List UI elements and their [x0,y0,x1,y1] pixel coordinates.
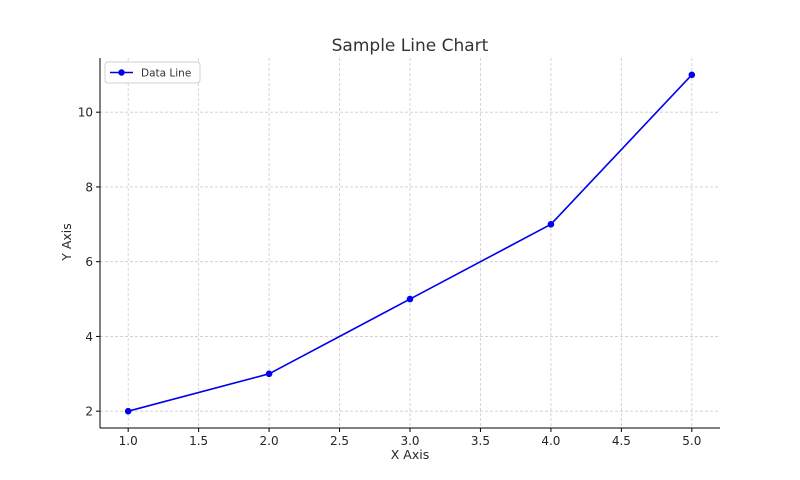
x-tick-label: 4.5 [612,434,631,448]
y-tick-label: 4 [85,330,93,344]
legend: Data Line [104,61,201,84]
y-tick-label: 8 [85,180,93,194]
y-axis-ticks: 2 4 6 8 10 [78,106,100,419]
legend-series-marker [118,69,125,76]
data-point [547,221,555,228]
x-tick-label: 1.5 [189,434,208,448]
grid-lines [100,58,720,428]
x-tick-label: 3.5 [471,434,490,448]
y-axis-title: Y Axis [59,223,74,262]
x-axis-ticks: 1.0 1.5 2.0 2.5 3.0 3.5 4.0 4.5 5.0 [119,428,701,448]
x-axis-title: X Axis [391,447,429,462]
chart-title: Sample Line Chart [332,36,489,56]
x-tick-label: 1.0 [119,434,138,448]
data-point [124,407,132,415]
x-tick-label: 3.0 [400,434,419,448]
y-tick-label: 6 [85,255,93,269]
legend-series-label: Data Line [141,68,191,80]
x-tick-label: 4.0 [541,434,560,448]
y-tick-label: 10 [78,106,93,120]
data-point [406,295,414,303]
data-point [265,370,273,378]
data-point [688,71,696,79]
x-tick-label: 2.0 [260,434,279,448]
x-tick-label: 2.5 [330,434,349,448]
series-layer [124,71,696,415]
legend-box [104,61,201,84]
y-tick-label: 2 [85,405,93,419]
x-tick-label: 5.0 [682,434,701,448]
